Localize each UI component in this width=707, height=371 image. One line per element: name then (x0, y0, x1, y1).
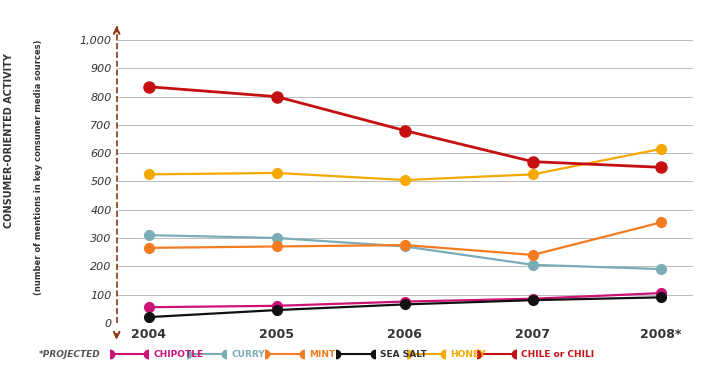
Text: CURRY: CURRY (231, 350, 265, 359)
Text: HONEY: HONEY (450, 350, 486, 359)
Text: CHIPOTLE: CHIPOTLE (153, 350, 204, 359)
Text: MINT: MINT (309, 350, 335, 359)
Text: (number of mentions in key consumer media sources): (number of mentions in key consumer medi… (35, 39, 43, 295)
Text: CONSUMER-ORIENTED ACTIVITY: CONSUMER-ORIENTED ACTIVITY (4, 53, 14, 229)
Text: *PROJECTED: *PROJECTED (39, 350, 100, 359)
Text: SEA SALT: SEA SALT (380, 350, 426, 359)
Text: CHILE or CHILI: CHILE or CHILI (521, 350, 594, 359)
